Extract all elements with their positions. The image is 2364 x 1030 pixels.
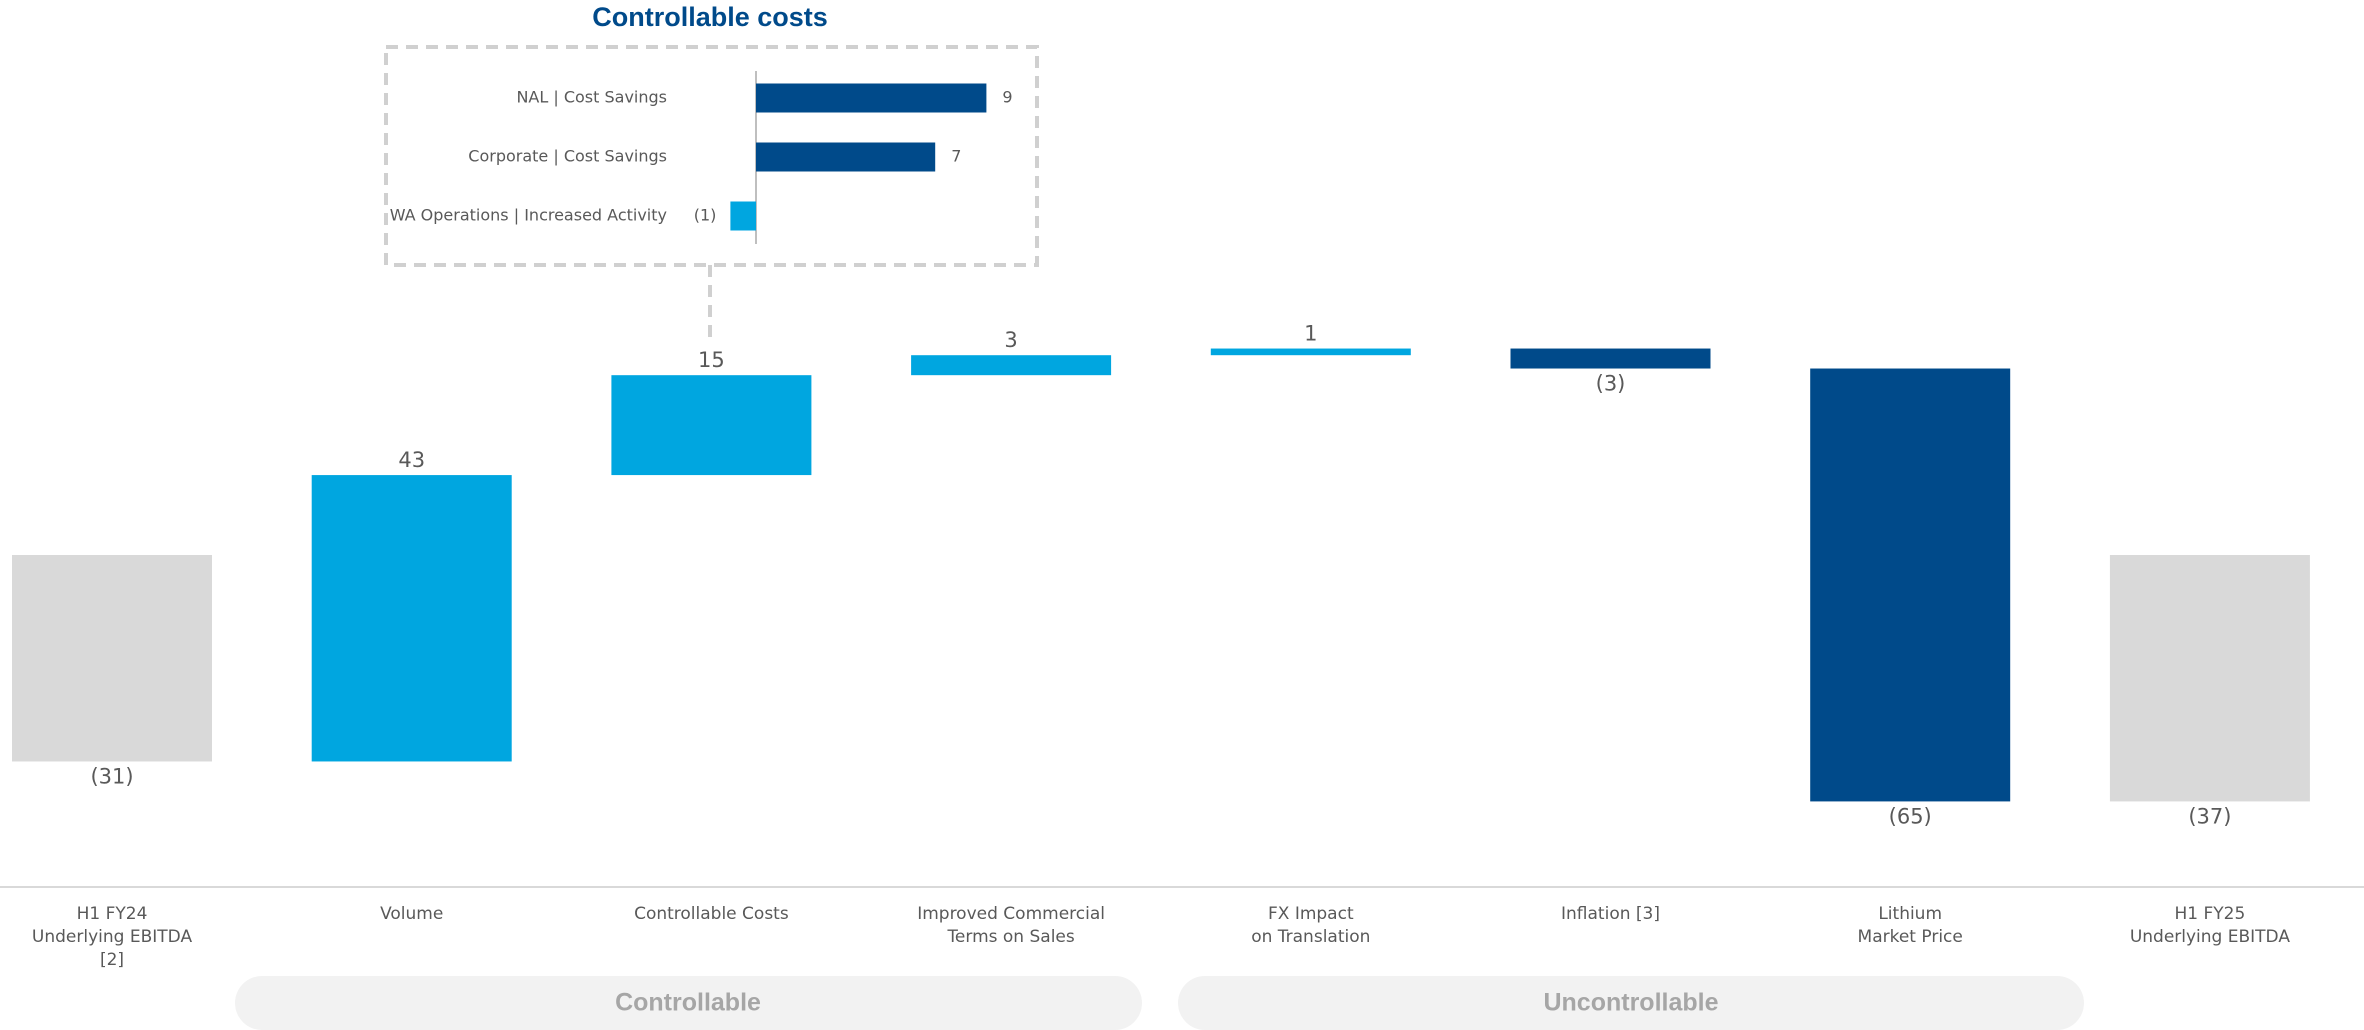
inset-category-label: Corporate | Cost Savings: [468, 147, 667, 166]
group-pill: [235, 976, 1142, 1030]
inset-value-label: 9: [1002, 88, 1012, 107]
inset-bar: [756, 142, 936, 172]
inset-category-label: NAL | Cost Savings: [516, 88, 667, 107]
value-label: 15: [698, 348, 725, 372]
inset-value-label: (1): [694, 206, 717, 225]
bar: [1210, 348, 1411, 356]
value-label: 43: [398, 448, 425, 472]
inset-bar: [756, 83, 987, 113]
x-tick-label: Lithium Market Price: [1857, 904, 1963, 947]
x-tick-label: Volume: [380, 904, 444, 924]
inset-value-label: 7: [951, 147, 961, 166]
group-label: Controllable: [615, 989, 761, 1017]
x-tick-label: H1 FY24 Underlying EBITDA [2]: [31, 904, 193, 970]
bar: [1810, 368, 2011, 802]
inset-title: Controllable costs: [592, 2, 828, 32]
inset-category-label: WA Operations | Increased Activity: [390, 206, 667, 225]
value-label: (65): [1889, 804, 1932, 828]
x-tick-label: Improved Commercial Terms on Sales: [917, 904, 1105, 947]
bar: [611, 375, 812, 476]
value-label: (3): [1596, 372, 1626, 396]
bar: [911, 355, 1112, 376]
value-label: (31): [90, 764, 133, 788]
inset-frame: [384, 45, 1039, 267]
value-label: (37): [2188, 804, 2231, 828]
bar: [1510, 348, 1711, 369]
value-label: 1: [1304, 322, 1317, 346]
x-tick-label: Inflation [3]: [1561, 904, 1660, 924]
bar: [12, 555, 212, 762]
inset-bar: [730, 201, 756, 231]
x-tick-label: FX Impact on Translation: [1251, 904, 1371, 947]
x-tick-label: Controllable Costs: [634, 904, 789, 924]
x-tick-label: H1 FY25 Underlying EBITDA: [2129, 904, 2290, 947]
value-label: 3: [1004, 328, 1017, 352]
bar: [2109, 555, 2310, 802]
group-label: Uncontrollable: [1543, 989, 1718, 1017]
group-pill: [1178, 976, 2084, 1030]
bar: [311, 475, 512, 762]
